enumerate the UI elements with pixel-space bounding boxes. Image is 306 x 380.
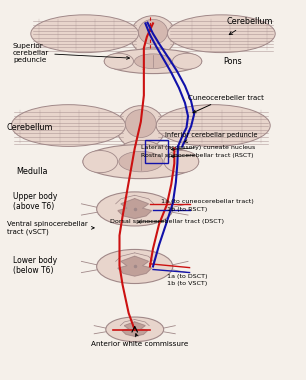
Ellipse shape <box>121 141 161 158</box>
Text: Pons: Pons <box>223 57 242 66</box>
Ellipse shape <box>97 192 173 226</box>
Ellipse shape <box>31 15 139 52</box>
Text: Rostral spinocerebellar tract (RSCT): Rostral spinocerebellar tract (RSCT) <box>141 153 253 158</box>
Ellipse shape <box>167 15 275 52</box>
Ellipse shape <box>83 150 118 173</box>
Text: 1a (to DSCT): 1a (to DSCT) <box>167 274 207 279</box>
Ellipse shape <box>104 53 133 69</box>
Text: Upper body
(above T6): Upper body (above T6) <box>13 192 57 211</box>
Ellipse shape <box>83 144 199 179</box>
Text: Cerebellum: Cerebellum <box>226 17 273 35</box>
Ellipse shape <box>156 105 270 146</box>
Text: 1b (to VSCT): 1b (to VSCT) <box>167 281 207 286</box>
Text: Cuneocerebeller tract: Cuneocerebeller tract <box>188 95 264 113</box>
Polygon shape <box>118 256 151 276</box>
Ellipse shape <box>97 249 173 283</box>
Polygon shape <box>118 199 151 218</box>
Ellipse shape <box>106 317 164 342</box>
Ellipse shape <box>173 53 202 69</box>
Text: Inferior cerebellar peduncle: Inferior cerebellar peduncle <box>165 132 258 142</box>
Text: 1b (to RSCT): 1b (to RSCT) <box>167 207 207 212</box>
Text: Lateral (accessory) cuneate nucleus: Lateral (accessory) cuneate nucleus <box>141 145 255 150</box>
Text: Lower body
(below T6): Lower body (below T6) <box>13 256 57 276</box>
Ellipse shape <box>134 47 172 63</box>
Ellipse shape <box>104 49 202 74</box>
Ellipse shape <box>164 150 199 173</box>
Text: Cerebellum: Cerebellum <box>7 123 53 132</box>
Text: Medulla: Medulla <box>16 167 47 176</box>
Text: Anterior white commissure: Anterior white commissure <box>91 334 188 347</box>
Ellipse shape <box>125 110 156 138</box>
Text: 1a (to cuneocerebellar tract): 1a (to cuneocerebellar tract) <box>161 199 253 204</box>
Polygon shape <box>122 322 147 336</box>
Text: Ventral spinocerebellar
tract (vSCT): Ventral spinocerebellar tract (vSCT) <box>7 221 94 234</box>
Text: Dorsal spinocerebellar tract (DSCT): Dorsal spinocerebellar tract (DSCT) <box>110 218 224 223</box>
Ellipse shape <box>119 151 163 172</box>
Text: Superior
cerebellar
peduncle: Superior cerebellar peduncle <box>13 43 129 63</box>
Ellipse shape <box>11 105 125 146</box>
Ellipse shape <box>130 16 176 55</box>
Ellipse shape <box>134 54 172 69</box>
Ellipse shape <box>139 19 167 44</box>
Ellipse shape <box>117 106 165 149</box>
